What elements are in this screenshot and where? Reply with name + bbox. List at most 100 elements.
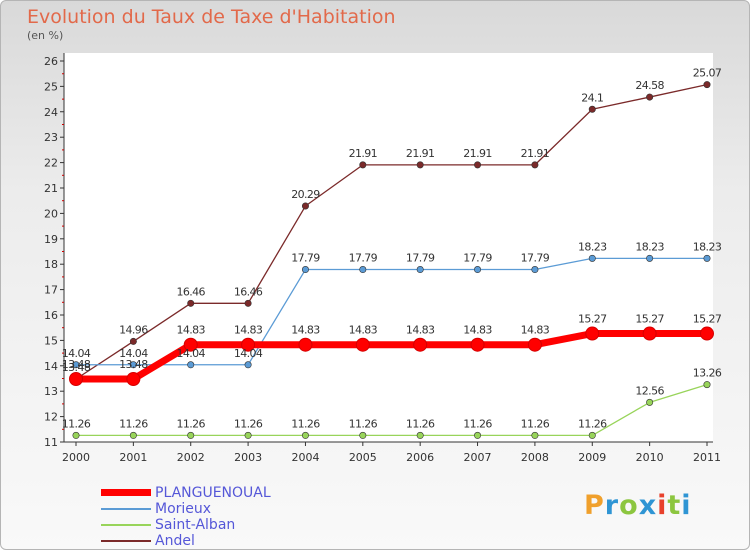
data-point [298,337,313,352]
logo-letter: o [619,490,639,521]
series-line-morieux [75,257,708,366]
data-point [359,431,367,439]
y-tick-label: 22 [44,157,58,170]
x-tick-label: 2005 [349,451,377,464]
y-tick-label: 13 [44,385,58,398]
logo-letter: x [638,490,658,521]
chart-title: Evolution du Taux de Taxe d'Habitation [27,6,396,28]
data-point [72,431,80,439]
data-label: 14.96 [119,323,148,336]
data-point [585,326,600,341]
y-tick-label: 12 [44,411,58,424]
data-point [129,431,137,439]
data-point [703,254,711,262]
data-point [703,81,711,89]
y-tick-label: 14 [44,360,58,373]
data-label: 21.91 [406,147,435,160]
data-point [416,161,424,169]
data-point [413,337,428,352]
data-point [588,105,596,113]
y-tick-label: 20 [44,207,58,220]
data-point [129,361,137,369]
data-label: 18.23 [635,240,664,253]
data-point [416,431,424,439]
proxiti-logo: Proxiti [584,490,692,521]
y-tick-label: 26 [44,55,58,68]
data-label: 24.58 [635,79,664,92]
data-point [359,161,367,169]
y-tick-label: 18 [44,258,58,271]
data-label: 18.23 [578,240,607,253]
data-point [187,299,195,307]
data-point [301,431,309,439]
series-line-andel [75,83,708,380]
legend-swatch [101,540,151,542]
data-label: 15.27 [578,313,607,326]
plot-area [64,53,713,442]
data-label: 21.91 [463,147,492,160]
data-label: 14.83 [406,324,435,337]
data-label: 17.79 [349,252,378,265]
data-point [588,254,596,262]
data-label: 21.91 [349,147,378,160]
x-tick-label: 2000 [62,451,90,464]
data-label: 11.26 [349,417,378,430]
data-point [700,326,714,341]
data-point [527,337,542,352]
y-tick-label: 11 [44,436,58,449]
data-point [646,398,654,406]
data-label: 14.04 [119,347,148,360]
y-tick-label: 23 [44,131,58,144]
x-tick-label: 2006 [406,451,434,464]
data-label: 14.83 [521,324,550,337]
data-point [72,361,80,369]
data-label: 13.48 [62,361,91,374]
logo-letter: t [667,490,682,521]
x-tick-label: 2001 [119,451,147,464]
y-tick-label: 16 [44,309,58,322]
y-tick-label: 15 [44,334,58,347]
data-label: 11.26 [119,417,148,430]
data-label: 15.27 [693,313,722,326]
data-label: 11.26 [521,417,550,430]
data-point [355,337,370,352]
data-label: 20.29 [291,188,320,201]
data-point [470,337,485,352]
data-point [646,254,654,262]
y-tick-label: 19 [44,233,58,246]
data-label: 16.46 [176,285,205,298]
legend-label: Morieux [155,501,212,517]
data-point [301,266,309,274]
chart-unit-label: (en %) [27,29,64,42]
data-point [474,266,482,274]
data-point [244,299,252,307]
data-point [703,381,711,389]
data-point [474,431,482,439]
data-point [187,361,195,369]
data-label: 18.23 [693,240,722,253]
logo-letter: P [584,490,605,521]
data-label: 14.83 [234,324,263,337]
data-label: 17.79 [463,252,492,265]
data-label: 16.46 [234,285,263,298]
data-label: 14.04 [176,347,205,360]
y-tick-label: 24 [44,106,58,119]
data-label: 14.83 [176,324,205,337]
data-label: 17.79 [291,252,320,265]
y-tick-label: 17 [44,284,58,297]
data-point [359,266,367,274]
data-point [244,431,252,439]
legend-swatch [101,524,151,526]
data-label: 13.48 [62,358,91,371]
data-label: 12.56 [635,384,664,397]
data-point [642,326,657,341]
data-label: 14.83 [291,324,320,337]
x-tick-label: 2002 [177,451,205,464]
data-label: 11.26 [463,417,492,430]
data-label: 14.04 [62,347,91,360]
data-label: 11.26 [291,417,320,430]
legend-swatch [101,489,151,496]
x-tick-label: 2007 [464,451,492,464]
y-tick-label: 21 [44,182,58,195]
